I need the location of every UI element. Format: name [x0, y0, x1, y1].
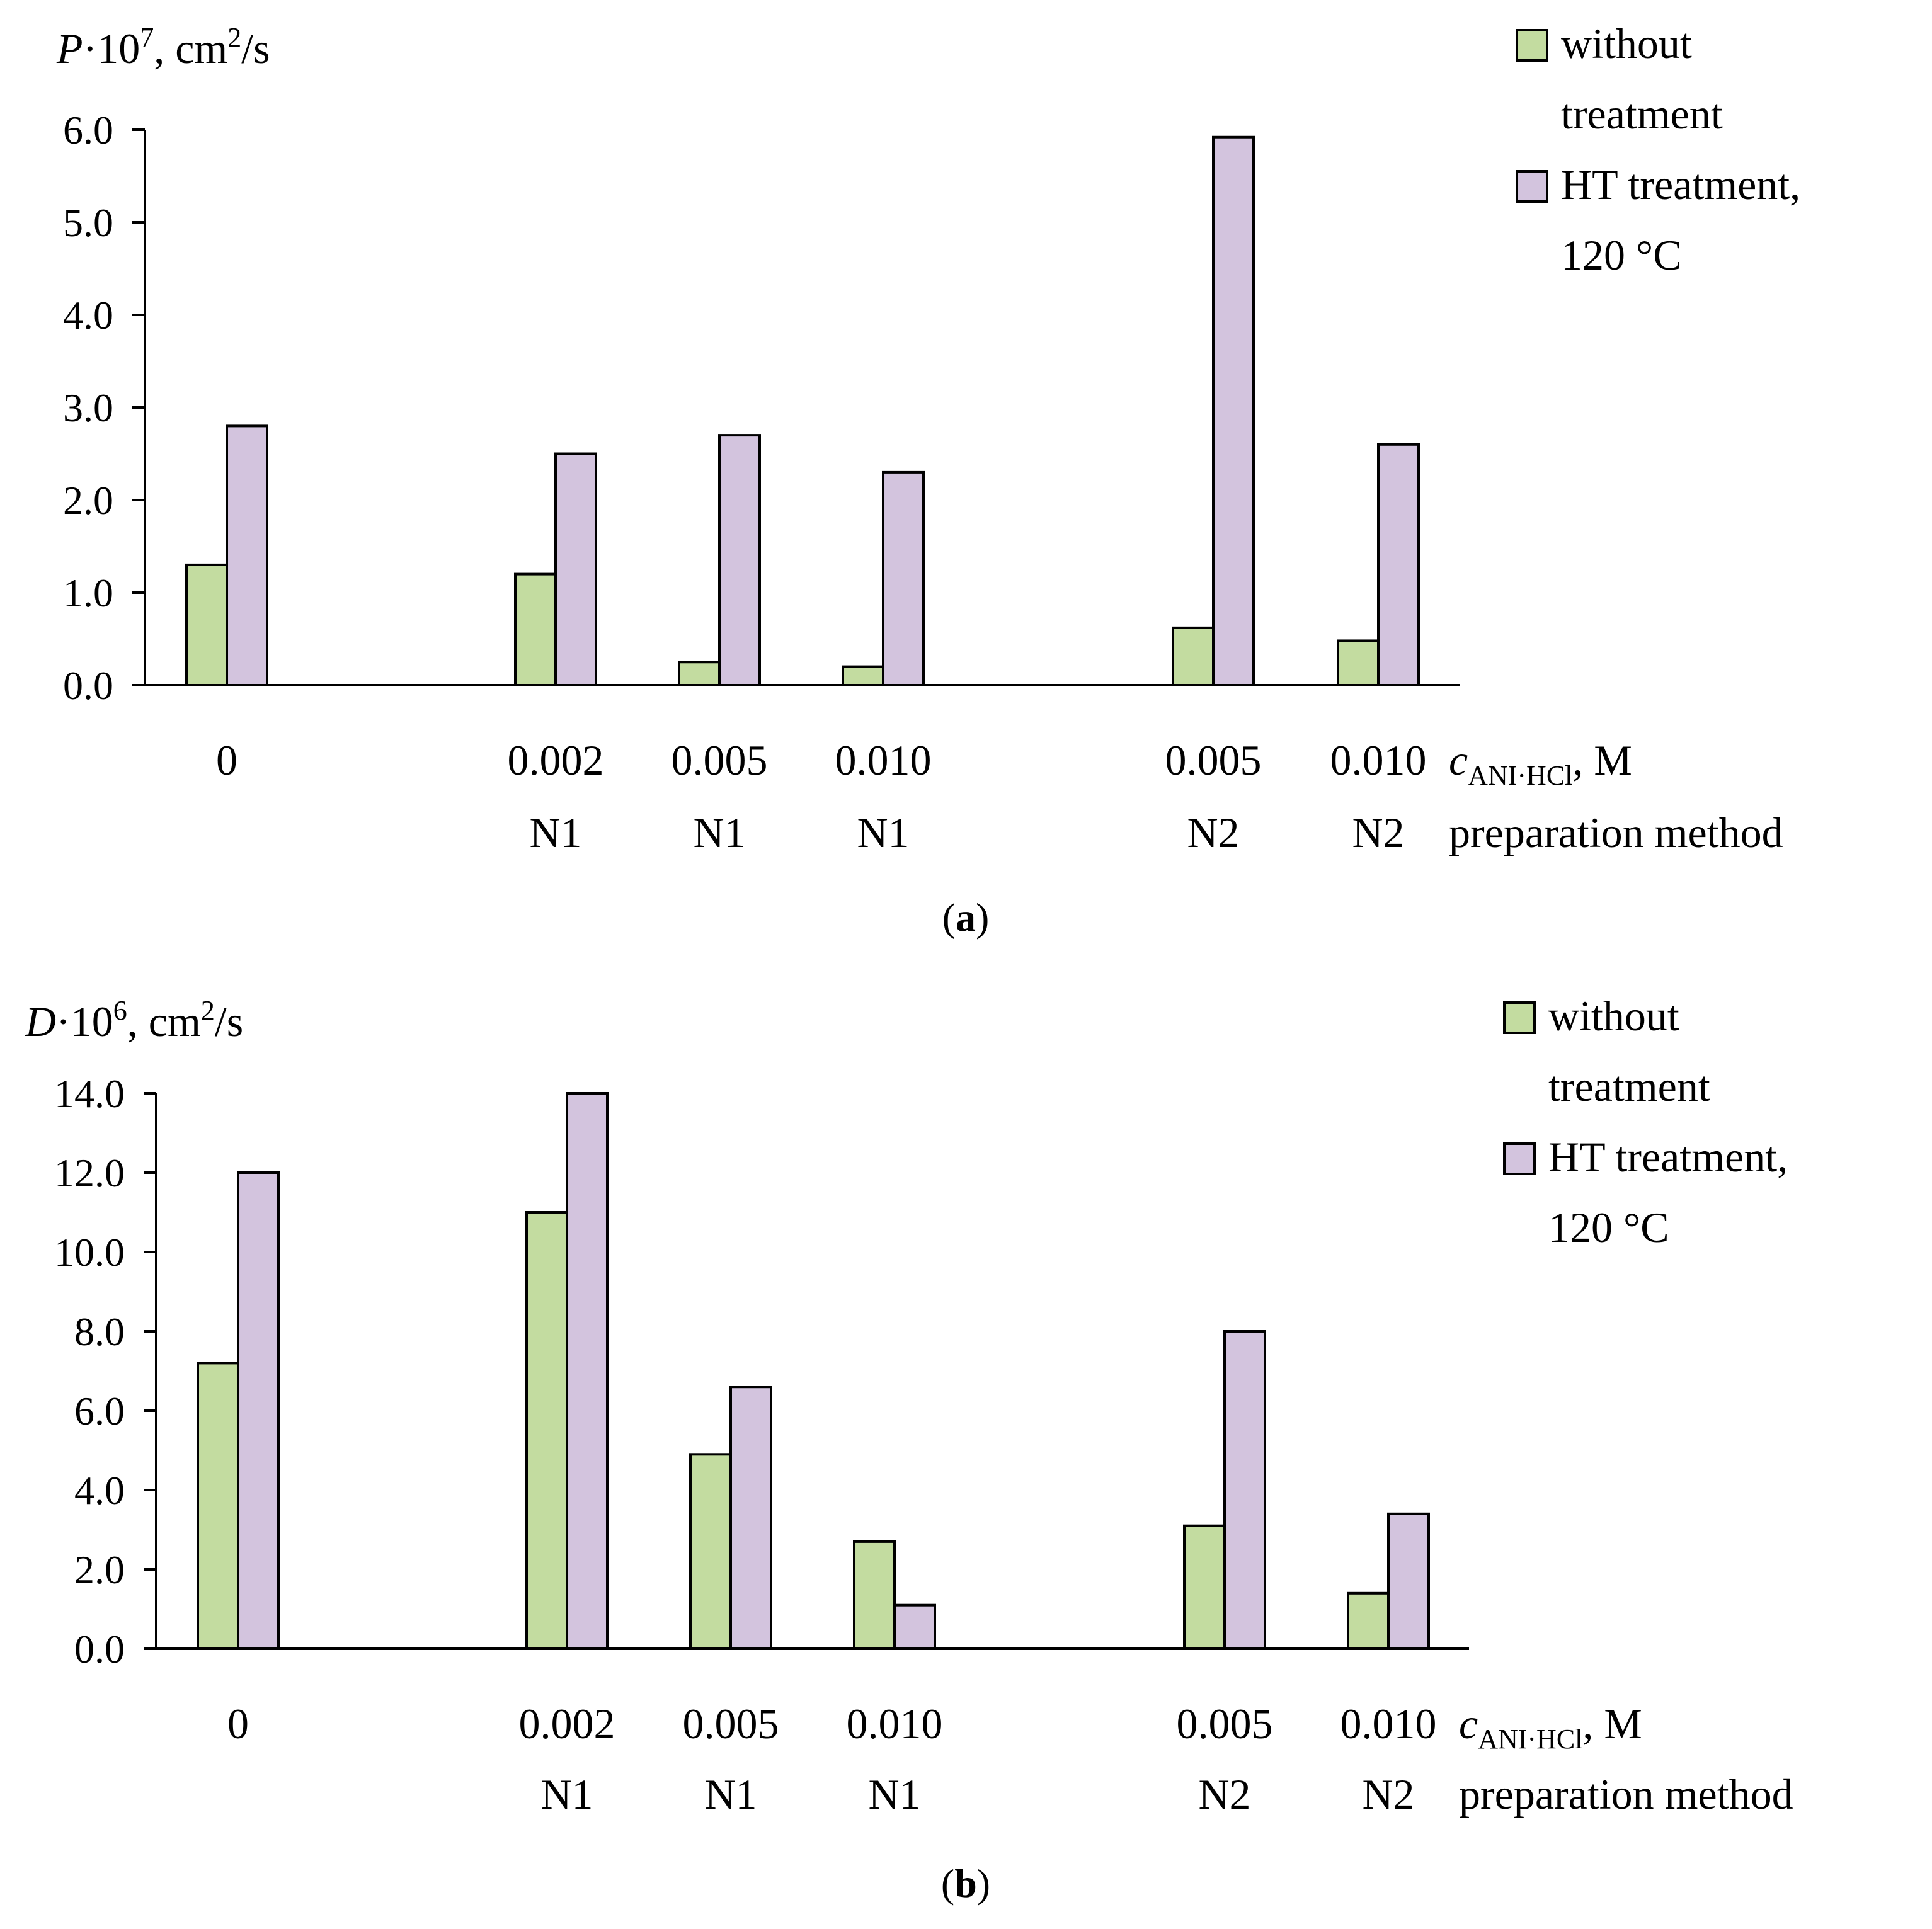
legend-label: 120 °C: [1561, 231, 1682, 279]
bar-without-treatment-1: [514, 572, 557, 686]
x-category-conc-label: 0.005: [1177, 1700, 1273, 1748]
bar-ht-treatment-4: [1223, 1330, 1266, 1650]
legend-label: without: [1548, 992, 1679, 1040]
x-category-conc-label: 0.010: [1330, 736, 1427, 784]
bar-without-treatment-0: [185, 563, 228, 687]
bar-ht-treatment-2: [729, 1386, 772, 1650]
y-axis-label: P·107, cm2/s: [56, 22, 270, 72]
x-category-conc-label: 0: [216, 736, 237, 784]
y-tick-label: 10.0: [54, 1230, 125, 1275]
y-tick-label: 0.0: [63, 663, 113, 708]
legend: without treatment HT treatment, 120 °C: [1516, 20, 1800, 279]
bar-ht-treatment-4: [1212, 135, 1255, 686]
legend-label: HT treatment,: [1548, 1133, 1788, 1181]
x-category-conc-label: 0.010: [1340, 1700, 1437, 1748]
y-tick-label: 4.0: [63, 293, 113, 338]
y-tick-label: 6.0: [74, 1389, 125, 1433]
bar-ht-treatment-1: [554, 452, 597, 686]
legend-label: 120 °C: [1548, 1203, 1669, 1251]
x-category-conc-label: 0: [227, 1700, 249, 1748]
x-category-method-label: N1: [529, 809, 581, 856]
x-category-method-label: N2: [1187, 809, 1239, 856]
panel-caption: (a): [942, 895, 990, 940]
bar-ht-treatment-5: [1377, 443, 1420, 686]
x-category-method-label: N1: [704, 1770, 757, 1818]
bar-without-treatment-3: [853, 1540, 896, 1650]
y-tick-label: 4.0: [74, 1468, 125, 1513]
bar-ht-treatment-1: [566, 1092, 609, 1650]
x-category-conc-label: 0.002: [508, 736, 604, 784]
bar-ht-treatment-3: [893, 1603, 936, 1650]
y-tick-label: 8.0: [74, 1309, 125, 1354]
x-category-conc-label: 0.005: [1165, 736, 1262, 784]
x-category-conc-label: 0.010: [835, 736, 932, 784]
y-tick-label: 12.0: [54, 1151, 125, 1195]
bar-ht-treatment-0: [237, 1171, 280, 1650]
panel-caption: (b): [941, 1861, 990, 1906]
y-tick-label: 3.0: [63, 385, 113, 430]
y-tick-label: 0.0: [74, 1627, 125, 1671]
bar-ht-treatment-3: [882, 470, 925, 687]
y-axis-label: D·106, cm2/s: [25, 995, 243, 1045]
bar-without-treatment-2: [678, 661, 721, 686]
y-tick-label: 14.0: [54, 1071, 125, 1116]
bar-ht-treatment-5: [1387, 1512, 1430, 1651]
legend-swatch-ht-treatment: [1503, 1142, 1536, 1175]
legend-label: without: [1561, 20, 1692, 67]
x-category-method-label: N2: [1352, 809, 1404, 856]
bar-without-treatment-5: [1337, 639, 1380, 686]
x-category-conc-label: 0.010: [847, 1700, 943, 1748]
legend-label: treatment: [1548, 1062, 1710, 1110]
y-tick-label: 2.0: [63, 478, 113, 523]
legend-swatch-ht-treatment: [1516, 170, 1548, 203]
bar-without-treatment-2: [689, 1453, 732, 1651]
y-tick-label: 6.0: [63, 108, 113, 152]
bar-without-treatment-4: [1172, 626, 1215, 686]
x-axis-label-concentration: cANI·HCl, M: [1449, 736, 1632, 791]
bar-without-treatment-5: [1347, 1591, 1390, 1651]
x-axis-label-method: preparation method: [1459, 1770, 1793, 1818]
y-tick-label: 1.0: [63, 571, 113, 615]
panel-b: 0.0 2.0 4.0 6.0 8.0 10.0 12.0 14.0 D·106, cm2/s 0…: [25, 992, 1793, 1906]
bar-without-treatment-0: [197, 1362, 239, 1650]
x-category-method-label: N1: [857, 809, 909, 856]
legend-label: treatment: [1561, 90, 1723, 138]
y-tick-label: 2.0: [74, 1547, 125, 1592]
legend-label: HT treatment,: [1561, 161, 1800, 208]
y-tick-label: 5.0: [63, 200, 113, 245]
x-category-method-label: N2: [1362, 1770, 1414, 1818]
x-axis-label-method: preparation method: [1449, 809, 1783, 856]
bar-without-treatment-3: [842, 665, 884, 686]
panel-a: 0.0 1.0 2.0 3.0 4.0 5.0 6.0 P·107, cm2/s 0 0.002 N…: [56, 20, 1800, 940]
x-category-method-label: N1: [693, 809, 745, 856]
bar-ht-treatment-0: [226, 424, 268, 687]
bar-without-treatment-4: [1183, 1524, 1226, 1650]
x-category-conc-label: 0.002: [519, 1700, 615, 1748]
x-category-method-label: N1: [868, 1770, 920, 1818]
bar-without-treatment-1: [525, 1211, 568, 1650]
legend: without treatment HT treatment, 120 °C: [1503, 992, 1788, 1251]
x-category-method-label: N2: [1198, 1770, 1250, 1818]
x-category-conc-label: 0.005: [683, 1700, 779, 1748]
legend-swatch-without-treatment: [1516, 29, 1548, 62]
bar-ht-treatment-2: [718, 434, 761, 686]
legend-swatch-without-treatment: [1503, 1001, 1536, 1034]
x-category-conc-label: 0.005: [672, 736, 768, 784]
x-axis-label-concentration: cANI·HCl, M: [1459, 1700, 1642, 1755]
x-category-method-label: N1: [540, 1770, 593, 1818]
